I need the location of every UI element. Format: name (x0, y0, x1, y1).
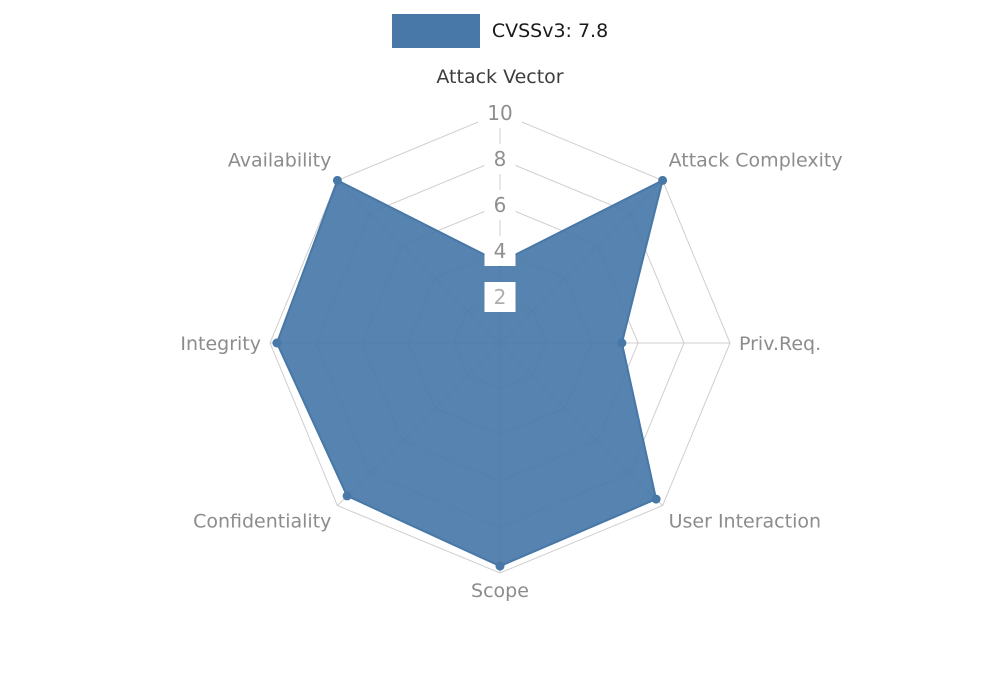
tick-label-10: 10 (487, 101, 512, 125)
axis-label-attack-complexity: Attack Complexity (669, 149, 843, 171)
axis-label-confidentiality: Confidentiality (193, 511, 331, 533)
vertex-marker-confidentiality (342, 491, 352, 501)
vertex-marker-priv-req (617, 338, 627, 348)
tick-label-box-2 (484, 282, 516, 312)
tick-label-6: 6 (494, 193, 507, 217)
vertex-marker-availability (332, 175, 342, 185)
chart-legend: CVSSv3: 7.8 (0, 14, 1000, 48)
axis-label-integrity: Integrity (180, 333, 261, 355)
tick-label-box-10 (478, 98, 522, 128)
data-polygon (275, 179, 664, 568)
vertex-marker-scope (495, 561, 505, 571)
axis-label-priv-req: Priv.Req. (739, 333, 821, 355)
legend-color-swatch (391, 14, 480, 48)
tick-label-box-4 (484, 236, 516, 266)
legend-label: CVSSv3: 7.8 (491, 20, 609, 42)
tick-label-2: 2 (494, 285, 507, 309)
axis-label-user-interaction: User Interaction (669, 511, 821, 533)
tick-label-8: 8 (494, 147, 507, 171)
vertex-marker-integrity (272, 338, 282, 348)
tick-label-4: 4 (494, 239, 507, 263)
vertex-marker-user-interaction (651, 494, 661, 504)
axis-label-availability: Availability (228, 149, 332, 171)
tick-label-box-6 (484, 190, 516, 220)
tick-label-box-8 (484, 144, 516, 174)
axis-label-attack-vector: Attack Vector (436, 66, 563, 88)
axis-label-scope: Scope (471, 580, 529, 602)
vertex-marker-attack-complexity (658, 175, 668, 185)
